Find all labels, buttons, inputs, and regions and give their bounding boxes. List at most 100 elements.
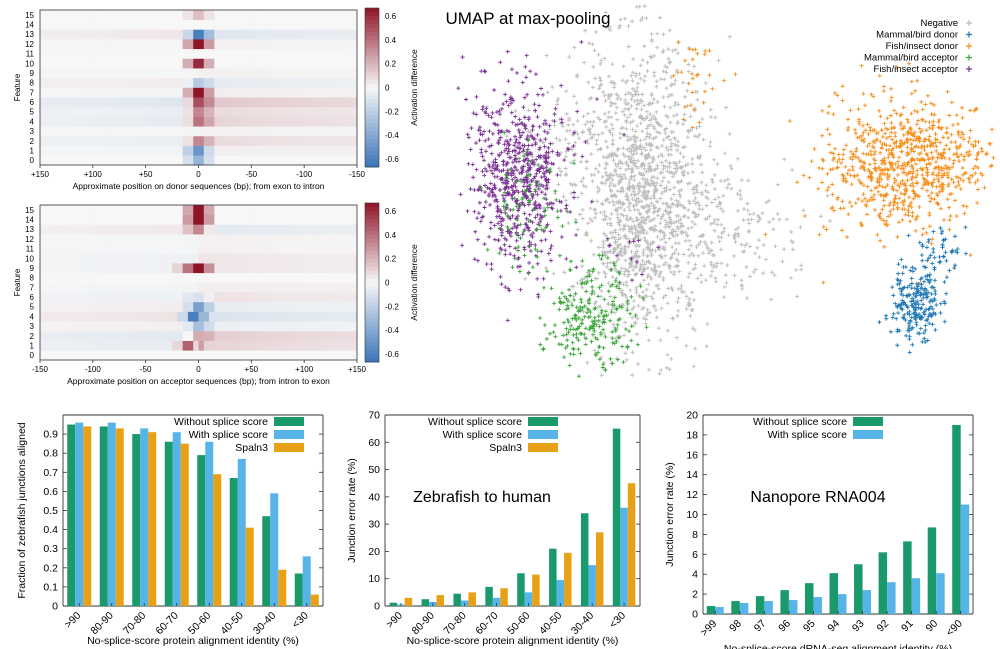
heatmap-cell: [304, 87, 310, 98]
umap-point: [935, 193, 940, 198]
umap-point: [651, 240, 656, 245]
heatmap-cell: [224, 126, 231, 137]
umap-point: [643, 74, 648, 79]
umap-point: [630, 127, 635, 132]
heatmap-cell: [304, 311, 310, 322]
heatmap-cell: [124, 77, 131, 88]
colorbar-segment: [365, 314, 379, 319]
umap-point: [667, 60, 672, 65]
heatmap-cell: [203, 19, 210, 30]
umap-point: [956, 175, 961, 180]
umap-point: [712, 187, 717, 192]
heatmap-cell: [161, 330, 168, 341]
heatmap-ytick-label: 10: [25, 254, 34, 263]
umap-point: [492, 223, 497, 228]
umap-point: [878, 238, 883, 243]
umap-point: [715, 261, 720, 266]
colorbar-segment: [365, 298, 379, 303]
umap-point: [642, 4, 647, 9]
heatmap-cell: [113, 39, 120, 50]
umap-point: [611, 251, 616, 256]
heatmap-cell: [351, 311, 358, 322]
heatmap-cell: [209, 350, 215, 361]
heatmap-cell: [187, 10, 194, 20]
colorbar-segment: [365, 83, 379, 88]
heatmap-cell: [50, 58, 57, 69]
heatmap-cell: [325, 321, 331, 332]
heatmap-cell: [219, 321, 226, 332]
umap-point: [590, 42, 595, 47]
umap-point: [910, 214, 915, 219]
heatmap-cell: [76, 253, 83, 264]
umap-point: [894, 64, 899, 69]
heatmap-cell: [156, 272, 162, 283]
heatmap-ytick-label: 2: [30, 332, 35, 341]
heatmap-cell: [320, 243, 326, 254]
heatmap-cell: [98, 224, 104, 235]
heatmap-cell: [209, 292, 215, 303]
umap-point: [621, 223, 626, 228]
heatmap-cell: [198, 205, 205, 215]
heatmap-cell: [82, 292, 88, 303]
heatmap-cell: [335, 301, 342, 312]
umap-point: [919, 99, 924, 104]
heatmap-cell: [325, 330, 331, 341]
umap-point: [626, 107, 631, 112]
umap-point: [510, 188, 515, 193]
heatmap-cell: [193, 350, 199, 361]
heatmap-cell: [135, 145, 141, 156]
umap-point: [802, 213, 807, 218]
umap-point: [789, 238, 794, 243]
heatmap-cell: [150, 253, 157, 264]
heatmap-cell: [346, 106, 353, 117]
heatmap-cell: [256, 10, 263, 20]
heatmap-cell: [45, 205, 51, 215]
umap-point: [899, 149, 904, 154]
heatmap-cell: [314, 10, 321, 20]
umap-point: [569, 160, 574, 165]
heatmap-cell: [150, 87, 157, 98]
umap-point: [906, 326, 911, 331]
umap-point: [700, 192, 705, 197]
umap-point: [658, 229, 663, 234]
heatmap-cell: [298, 340, 305, 351]
colorbar-segment: [365, 310, 379, 315]
umap-point: [968, 108, 973, 113]
umap-point: [940, 245, 945, 250]
heatmap-cell: [351, 48, 358, 59]
heatmap-cell: [256, 243, 263, 254]
heatmap-cell: [251, 77, 257, 88]
umap-point: [957, 159, 962, 164]
umap-point: [878, 114, 883, 119]
heatmap-cell: [203, 155, 210, 166]
umap-point: [638, 98, 643, 103]
heatmap-cell: [325, 272, 331, 283]
umap-point: [613, 110, 618, 115]
umap-point: [944, 291, 949, 296]
umap-point: [656, 154, 661, 159]
heatmap-cell: [92, 29, 99, 40]
colorbar-segment: [365, 163, 379, 168]
umap-point: [629, 97, 634, 102]
umap-point: [603, 217, 608, 222]
umap-point: [615, 96, 620, 101]
heatmap-cell: [214, 224, 220, 235]
colorbar-segment: [365, 15, 379, 21]
heatmap-cell: [193, 68, 199, 79]
heatmap-cell: [177, 87, 183, 98]
heatmap-cell: [108, 116, 115, 127]
umap-point: [920, 232, 925, 237]
heatmap-cell: [45, 106, 51, 117]
umap-point: [920, 128, 925, 133]
colorbar-segment: [365, 39, 379, 45]
umap-point: [709, 262, 714, 267]
umap-point: [556, 182, 561, 187]
umap-point: [537, 219, 542, 224]
heatmap-cell: [309, 87, 316, 98]
heatmap-cell: [55, 58, 62, 69]
heatmap-cell: [293, 29, 300, 40]
heatmap-cell: [124, 116, 131, 127]
heatmap-cell: [103, 263, 109, 274]
umap-point: [653, 184, 658, 189]
